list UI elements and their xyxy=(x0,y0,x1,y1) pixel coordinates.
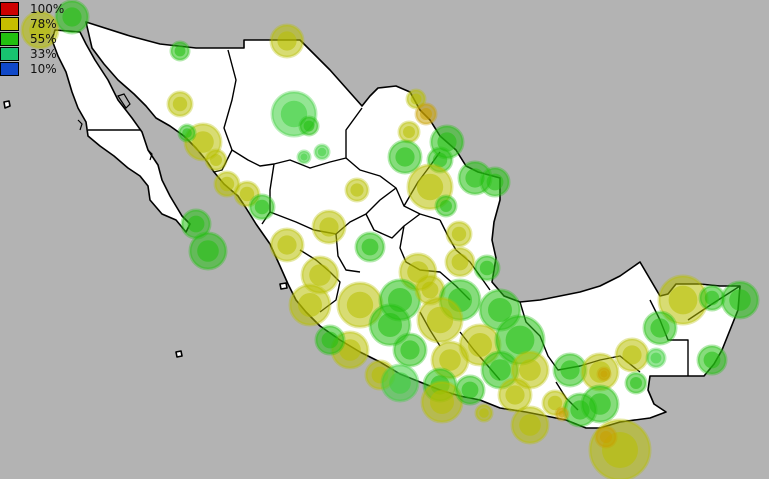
station-marker-core xyxy=(407,261,429,283)
station-marker-core xyxy=(704,290,720,306)
station-marker-core xyxy=(488,298,512,322)
station-marker-core xyxy=(317,147,327,157)
station-marker-core xyxy=(505,325,535,355)
state-border xyxy=(335,233,361,273)
station-marker-core xyxy=(416,173,444,201)
station-marker-core xyxy=(451,226,467,242)
station-marker-core xyxy=(361,238,379,256)
station-marker-core xyxy=(420,108,432,120)
station-marker-core xyxy=(519,414,541,436)
station-marker-core xyxy=(309,264,331,286)
station-marker-core xyxy=(192,131,214,153)
station-marker-core xyxy=(600,370,608,378)
station-marker-core xyxy=(303,120,315,132)
station-marker-core xyxy=(277,31,297,51)
station-marker-core xyxy=(280,100,308,128)
station-marker-core xyxy=(172,96,188,112)
station-marker-core xyxy=(468,333,492,357)
station-marker-core xyxy=(319,217,339,237)
station-marker-core xyxy=(187,215,205,233)
legend-label-55: 55% xyxy=(30,32,57,46)
station-marker-core xyxy=(600,431,612,443)
station-marker-core xyxy=(174,45,186,57)
station-marker-core xyxy=(519,359,541,381)
station-marker-core xyxy=(505,385,525,405)
station-marker-core xyxy=(451,253,469,271)
legend-swatch-100 xyxy=(0,2,19,16)
station-marker-core xyxy=(410,93,422,105)
state-border xyxy=(223,49,275,167)
station-marker-core xyxy=(440,200,452,212)
station-marker-core xyxy=(403,126,415,138)
coastline-detail xyxy=(117,93,131,109)
legend-label-33: 33% xyxy=(30,47,57,61)
station-marker-core xyxy=(479,260,495,276)
station-marker-core xyxy=(630,377,642,389)
station-marker-core xyxy=(650,318,670,338)
marker-layer xyxy=(20,0,760,479)
station-marker-core xyxy=(400,340,420,360)
station-marker-core xyxy=(350,183,364,197)
coastline-detail xyxy=(77,119,83,131)
station-marker-core xyxy=(395,147,415,167)
station-marker-core xyxy=(182,128,192,138)
station-marker-core xyxy=(432,152,448,168)
station-marker-core xyxy=(589,393,611,415)
station-marker-core xyxy=(489,359,511,381)
station-marker-core xyxy=(558,410,566,418)
island-revillagigedo xyxy=(175,350,183,358)
station-marker-core xyxy=(219,176,235,192)
legend-label-78: 78% xyxy=(30,17,57,31)
station-marker-core xyxy=(239,186,255,202)
legend-swatch-10 xyxy=(0,62,19,76)
station-marker-core xyxy=(650,352,662,364)
station-marker-core xyxy=(547,395,563,411)
station-marker-core xyxy=(62,7,82,27)
station-marker-core xyxy=(461,381,479,399)
station-marker-core xyxy=(210,154,222,166)
legend-label-10: 10% xyxy=(30,62,57,76)
station-marker-core xyxy=(378,313,402,337)
station-marker-core xyxy=(197,240,219,262)
island-pacific xyxy=(279,282,288,290)
station-marker-core xyxy=(729,289,751,311)
station-marker-core xyxy=(465,168,485,188)
station-marker-core xyxy=(421,281,439,299)
island-west xyxy=(3,100,11,109)
station-marker-core xyxy=(560,360,580,380)
state-border xyxy=(213,149,233,173)
station-marker-core xyxy=(277,235,297,255)
station-marker-core xyxy=(389,372,411,394)
station-marker-core xyxy=(346,291,374,319)
legend-swatch-78 xyxy=(0,17,19,31)
state-border xyxy=(273,107,363,169)
station-marker-core xyxy=(300,153,308,161)
station-marker-core xyxy=(321,331,339,349)
station-marker-core xyxy=(703,351,721,369)
state-border xyxy=(365,213,421,239)
station-marker-core xyxy=(29,19,51,41)
station-marker-core xyxy=(298,293,322,317)
station-marker-core xyxy=(668,285,698,315)
station-marker-core xyxy=(339,339,361,361)
station-marker-core xyxy=(426,306,454,334)
legend-label-100: 100% xyxy=(30,2,65,16)
legend-swatch-33 xyxy=(0,47,19,61)
station-marker-core xyxy=(479,408,489,418)
station-marker-core xyxy=(437,132,457,152)
station-marker-core xyxy=(486,173,504,191)
station-marker-core xyxy=(439,349,461,371)
station-marker-core xyxy=(622,345,642,365)
station-marker-core xyxy=(254,199,270,215)
coastline-detail xyxy=(147,149,153,161)
baja-california-land xyxy=(51,29,191,233)
legend-swatch-55 xyxy=(0,32,19,46)
station-marker-core xyxy=(430,390,454,414)
